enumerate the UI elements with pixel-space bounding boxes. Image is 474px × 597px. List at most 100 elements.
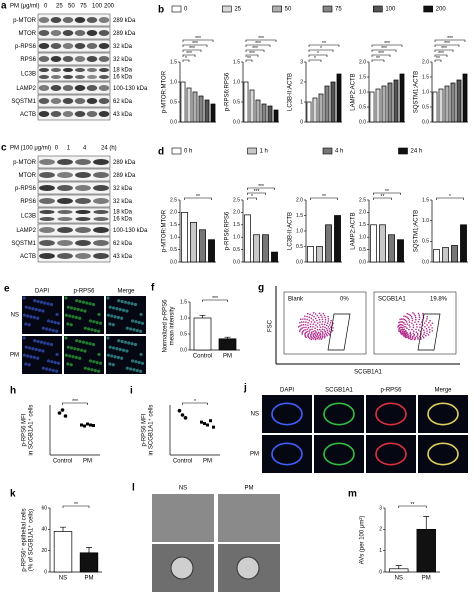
nucleus: [88, 342, 92, 346]
y-axis-label: LAMP2:ACTB: [351, 73, 357, 110]
event: [404, 319, 407, 322]
nucleus: [55, 369, 59, 373]
bar: [462, 73, 468, 123]
nucleus: [79, 348, 84, 352]
band: [39, 172, 55, 178]
nucleus: [66, 305, 70, 309]
nucleus: [135, 368, 139, 373]
gate-percent: 19.8%: [430, 297, 448, 303]
airway: [375, 442, 407, 466]
event: [426, 315, 429, 318]
y-tick-label: 0.0: [359, 119, 366, 125]
bracket: [245, 59, 253, 62]
bar: [334, 215, 341, 263]
organelle: [170, 556, 194, 580]
nucleus: [27, 346, 32, 350]
bracket: [182, 44, 208, 47]
event: [426, 332, 428, 335]
legend-label: 100: [385, 7, 396, 13]
event: [304, 328, 307, 331]
event: [416, 334, 419, 336]
nucleus: [120, 356, 124, 360]
event: [312, 326, 314, 328]
nucleus: [69, 346, 74, 350]
band: [75, 217, 91, 221]
band: [39, 185, 55, 191]
nucleus: [83, 366, 87, 370]
event: [302, 329, 305, 332]
organelle: [236, 556, 260, 580]
event: [320, 314, 322, 317]
nucleus: [120, 339, 124, 344]
x-tick-label: PM: [203, 459, 212, 465]
y-tick-label: 1.5: [233, 222, 240, 228]
x-tick-label: Control: [53, 459, 72, 465]
y-axis-label: SQSTM1:ACTB: [414, 210, 420, 252]
event: [419, 323, 421, 326]
event: [412, 326, 415, 329]
band: [57, 172, 73, 178]
nucleus: [118, 347, 122, 352]
event: [423, 333, 425, 336]
point: [183, 416, 188, 420]
bracket: [308, 59, 322, 62]
nucleus: [85, 301, 89, 305]
significance: ***: [441, 46, 447, 52]
event: [405, 326, 407, 328]
nucleus: [108, 305, 112, 309]
y-tick-label: 2: [300, 79, 303, 85]
nucleus: [69, 323, 73, 327]
event: [323, 314, 326, 317]
event: [404, 336, 407, 339]
nucleus: [24, 305, 28, 309]
gate: [327, 313, 351, 351]
gate: [417, 313, 441, 351]
band: [62, 17, 74, 23]
y-tick-label: 0.0: [180, 347, 187, 353]
nucleus: [76, 307, 80, 312]
bar: [273, 109, 279, 123]
nucleus: [36, 356, 40, 360]
bar: [450, 82, 456, 123]
bar: [442, 247, 449, 263]
band: [74, 56, 86, 62]
band: [62, 30, 74, 36]
event: [319, 336, 322, 339]
band: [98, 68, 110, 72]
panel-label: k: [10, 489, 16, 500]
nucleus: [46, 359, 51, 363]
nucleus: [130, 359, 135, 363]
event: [300, 324, 303, 326]
event: [321, 337, 324, 339]
size-label: 43 kDa: [113, 254, 133, 260]
y-tick-label: 40: [41, 527, 47, 533]
panel-label: b: [158, 5, 164, 16]
event: [427, 334, 430, 336]
point: [203, 422, 206, 426]
nucleus: [129, 367, 133, 371]
event: [402, 324, 404, 327]
event: [414, 336, 416, 339]
nucleus: [106, 336, 110, 340]
y-tick-label: 1.5: [170, 222, 177, 228]
bracket: [245, 54, 259, 57]
nucleus: [66, 362, 70, 366]
nucleus: [97, 369, 101, 373]
band: [86, 30, 98, 36]
bracket: [434, 59, 442, 62]
size-label: 32 kDa: [113, 199, 133, 205]
significance: *: [449, 194, 451, 200]
nucleus: [76, 347, 80, 352]
band: [38, 17, 50, 23]
event: [409, 326, 411, 328]
error-bar: [60, 526, 66, 532]
nucleus: [83, 309, 87, 313]
nucleus: [110, 314, 114, 318]
band: [86, 85, 98, 91]
event: [403, 325, 405, 328]
airway: [323, 442, 355, 466]
significance: ***: [72, 399, 78, 405]
bar: [379, 224, 386, 263]
size-label: 100-130 kDa: [113, 86, 148, 92]
event: [425, 320, 427, 322]
